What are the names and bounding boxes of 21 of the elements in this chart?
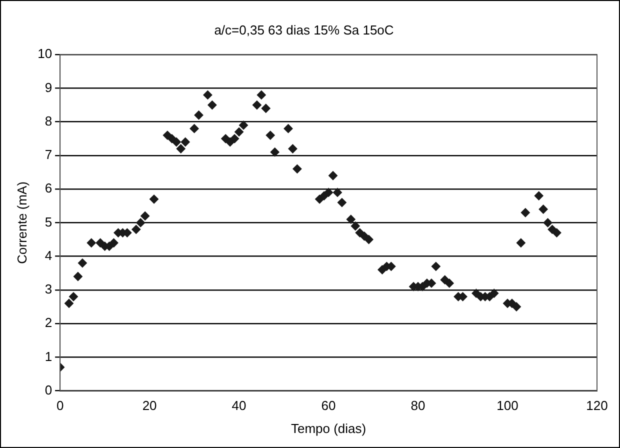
y-axis-title: Corrente (mA): [14, 182, 30, 264]
y-tick-label: 1: [44, 348, 52, 364]
y-tick-label: 6: [44, 180, 52, 196]
y-tick-label: 9: [44, 80, 52, 95]
x-tick-label: 80: [410, 398, 426, 414]
x-tick-label: 40: [232, 398, 246, 414]
x-tick-label: 120: [586, 398, 608, 414]
x-tick-label: 60: [321, 398, 336, 414]
y-tick-label: 8: [44, 113, 52, 128]
x-tick-label: 0: [56, 398, 64, 414]
x-tick-label: 100: [496, 398, 518, 414]
y-tick-label: 2: [44, 315, 52, 330]
chart-title: a/c=0,35 63 dias 15% Sa 15oC: [214, 22, 394, 38]
y-tick-label: 0: [44, 382, 52, 398]
y-tick-label: 3: [44, 282, 52, 297]
y-tick-label: 4: [44, 248, 52, 263]
y-tick-label: 5: [44, 214, 52, 230]
y-tick-label: 7: [44, 147, 52, 162]
x-tick-label: 20: [142, 398, 157, 414]
y-tick-label: 10: [38, 46, 52, 62]
x-axis-title: Tempo (dias): [290, 420, 366, 436]
